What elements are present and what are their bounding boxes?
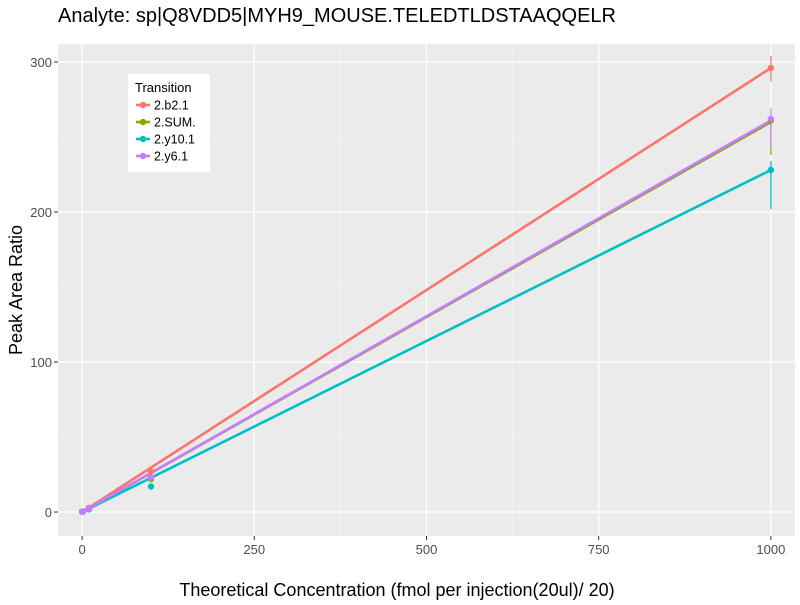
x-tick-label: 1000: [756, 542, 785, 557]
fit-line-2-b2-1: [81, 66, 772, 514]
legend-label: 2.SUM.: [154, 116, 196, 130]
data-point-2-y6-1: [767, 115, 775, 123]
legend-label: 2.y6.1: [154, 150, 188, 164]
y-axis: 0 100 200 300: [30, 55, 58, 520]
fit-lines: [81, 66, 772, 514]
data-point-2-b2-1: [147, 468, 155, 475]
x-tick-label: 500: [416, 542, 438, 557]
legend-key-point: [139, 118, 147, 126]
data-point-2-y6-1: [85, 505, 93, 512]
x-axis-label: Theoretical Concentration (fmol per inje…: [179, 580, 614, 600]
legend: Transition 2.b2.1 2.SUM. 2.y10.1 2.y6.1: [128, 74, 210, 172]
legend-label: 2.b2.1: [154, 99, 189, 113]
y-tick-label: 0: [45, 505, 52, 520]
x-tick-label: 0: [78, 542, 85, 557]
fit-line-2-y6-1: [81, 119, 772, 514]
data-points: [78, 64, 775, 515]
data-point-2-b2-1: [767, 64, 775, 72]
data-point-2-y10-1: [147, 483, 155, 490]
y-axis-label: Peak Area Ratio: [6, 225, 26, 355]
legend-key-point: [139, 152, 147, 160]
y-tick-label: 300: [30, 55, 52, 70]
chart-title: Analyte: sp|Q8VDD5|MYH9_MOUSE.TELEDTLDST…: [58, 5, 616, 27]
x-tick-label: 250: [243, 542, 265, 557]
y-tick-label: 100: [30, 355, 52, 370]
legend-key-point: [139, 135, 147, 143]
legend-items: 2.b2.1 2.SUM. 2.y10.1 2.y6.1: [136, 99, 196, 164]
y-tick-label: 200: [30, 205, 52, 220]
legend-label: 2.y10.1: [154, 133, 195, 147]
legend-key-point: [139, 101, 147, 109]
data-point-2-y6-1: [147, 474, 155, 481]
data-point-2-y6-1: [79, 508, 86, 515]
legend-title: Transition: [135, 80, 192, 95]
fit-line-2-y10-1: [81, 168, 772, 514]
x-tick-label: 750: [588, 542, 610, 557]
x-axis: 0 250 500 750 1000: [78, 536, 785, 557]
data-point-2-y10-1: [767, 166, 775, 174]
